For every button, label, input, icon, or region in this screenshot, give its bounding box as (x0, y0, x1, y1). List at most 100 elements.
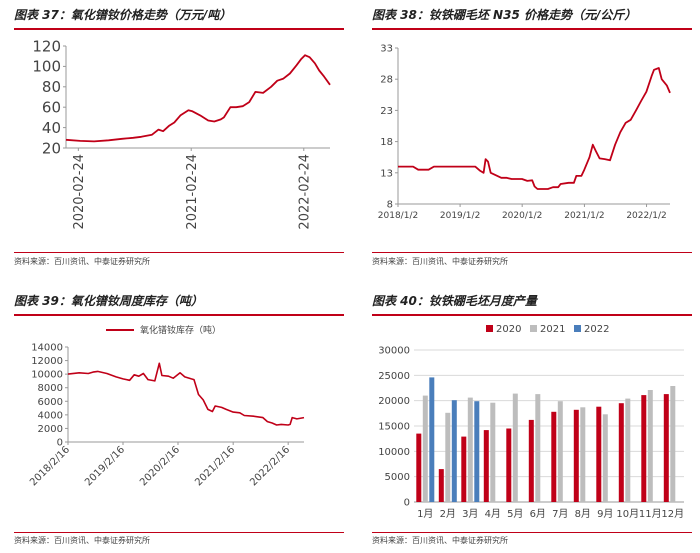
chart-39-title: 图表 39：氧化镨钕周度库存（吨） (14, 294, 203, 308)
chart-39-source-rule (14, 532, 344, 533)
series-line (65, 54, 331, 143)
y-tick-label: 2000 (38, 424, 63, 435)
x-tick-label: 2021/1/2 (564, 211, 604, 221)
legend-label: 2022 (584, 324, 609, 335)
y-tick-label: 40 (42, 119, 61, 137)
legend-label: 2020 (496, 324, 521, 335)
x-tick-label: 2020/1/2 (502, 211, 542, 221)
y-tick-label: 10000 (31, 370, 63, 381)
y-tick-label: 10000 (378, 447, 410, 458)
chart-38-source-rule (372, 252, 692, 253)
bar (647, 390, 653, 502)
y-tick-label: 25000 (378, 371, 410, 382)
chart-40-source: 资料来源：百川资讯、中泰证券研究所 (372, 536, 508, 545)
x-tick-label: 2020-02-24 (72, 154, 87, 230)
y-tick-label: 8000 (38, 383, 63, 394)
bar (438, 469, 444, 502)
bar (467, 397, 473, 502)
bar (451, 400, 457, 502)
chart-39-plot: 0 2000 4000 6000 8000 10000 12000 14000 2018/2/1… (28, 324, 305, 488)
bar (596, 406, 602, 502)
bar (445, 412, 451, 502)
chart-40-plot: 0 5000 10000 15000 20000 25000 30000 1月 2月 3月 4月 5月… (378, 324, 684, 520)
chart-40-title-rule (372, 314, 692, 316)
x-tick-label: 12月 (661, 508, 684, 520)
legend-label: 氧化镨钕库存（吨） (140, 324, 221, 336)
bar (474, 401, 480, 502)
panel-chart-39: 图表 39：氧化镨钕周度库存（吨） 0 2000 4000 6000 8000 10000… (14, 292, 354, 550)
y-tick-label: 13 (380, 168, 393, 179)
x-tick-label: 7月 (552, 508, 568, 520)
x-tick-label: 2019/1/2 (440, 211, 480, 221)
bar (506, 428, 512, 502)
x-tick-label: 2019/2/16 (83, 444, 127, 488)
x-tick-label: 2022/2/16 (248, 444, 292, 488)
x-tick-label: 11月 (639, 508, 662, 520)
bar (580, 407, 586, 502)
series-line (398, 67, 671, 190)
bar (602, 414, 608, 502)
chart-38-title: 图表 38：钕铁硼毛坯 N35 价格走势（元/公斤） (372, 8, 637, 22)
bar (461, 436, 467, 502)
bar (663, 394, 669, 502)
panel-chart-38: 图表 38：钕铁硼毛坯 N35 价格走势（元/公斤） 8 13 18 23 28 33 20… (372, 6, 694, 268)
x-tick-label: 2018/1/2 (378, 211, 418, 221)
y-tick-label: 80 (42, 78, 61, 96)
bar (573, 409, 579, 502)
chart-37-title-rule (14, 28, 344, 30)
y-tick-label: 5000 (385, 472, 410, 483)
chart-38-plot: 8 13 18 23 28 33 2018/1/2 2019/1/2 2020/1/2 2021/… (378, 44, 671, 221)
bar (490, 402, 496, 502)
x-tick-label: 9月 (597, 508, 613, 520)
y-tick-label: 4000 (38, 410, 63, 421)
y-tick-label: 60 (42, 98, 61, 116)
y-tick-label: 12000 (31, 356, 63, 367)
y-tick-label: 14000 (31, 343, 63, 354)
y-tick-label: 30000 (378, 346, 410, 357)
y-tick-label: 6000 (38, 397, 63, 408)
x-tick-label: 2022/1/2 (626, 211, 666, 221)
chart-39-title-rule (14, 314, 344, 316)
x-tick-label: 5月 (507, 508, 523, 520)
bar (416, 433, 422, 502)
chart-38-title-rule (372, 28, 692, 30)
bar (625, 398, 631, 502)
x-tick-label: 2021-02-24 (185, 154, 200, 230)
bar (641, 395, 647, 502)
bar (557, 401, 563, 502)
y-tick-label: 20000 (378, 396, 410, 407)
bar (528, 419, 534, 502)
chart-37-source: 资料来源：百川资讯、中泰证券研究所 (14, 257, 150, 266)
bar (551, 411, 557, 502)
series-line (67, 362, 305, 426)
y-tick-label: 0 (404, 498, 410, 509)
x-tick-label: 1月 (417, 508, 433, 520)
y-tick-label: 15000 (378, 422, 410, 433)
bar (422, 395, 428, 502)
y-tick-label: 20 (42, 139, 61, 157)
bar (429, 377, 435, 502)
chart-37-title: 图表 37：氧化镨钕价格走势（万元/吨） (14, 8, 232, 22)
y-tick-label: 120 (32, 37, 61, 55)
chart-39-source: 资料来源：百川资讯、中泰证券研究所 (14, 536, 150, 545)
panel-chart-37: 图表 37：氧化镨钕价格走势（万元/吨） 20 40 60 80 100 120 2020-… (14, 6, 354, 268)
y-tick-label: 100 (32, 58, 61, 76)
legend-swatch (486, 325, 493, 332)
y-tick-label: 18 (380, 137, 393, 148)
x-tick-label: 2月 (440, 508, 456, 520)
legend-swatch (530, 325, 537, 332)
bar (483, 430, 489, 502)
panel-chart-40: 图表 40：钕铁硼毛坯月度产量 0 5000 10000 15000 20000 2500… (372, 292, 694, 550)
y-tick-label: 28 (380, 75, 393, 86)
x-tick-label: 4月 (485, 508, 501, 520)
legend-swatch (574, 325, 581, 332)
bar (512, 393, 518, 502)
x-tick-label: 2021/2/16 (193, 444, 237, 488)
chart-37-plot: 20 40 60 80 100 120 2020-02-24 2021-02-24 2022-0… (32, 37, 331, 230)
bar (535, 394, 541, 502)
y-tick-label: 33 (380, 44, 393, 55)
x-tick-label: 3月 (462, 508, 478, 520)
chart-38-source: 资料来源：百川资讯、中泰证券研究所 (372, 257, 508, 266)
x-tick-label: 8月 (575, 508, 591, 520)
x-tick-label: 2018/2/16 (28, 444, 72, 488)
